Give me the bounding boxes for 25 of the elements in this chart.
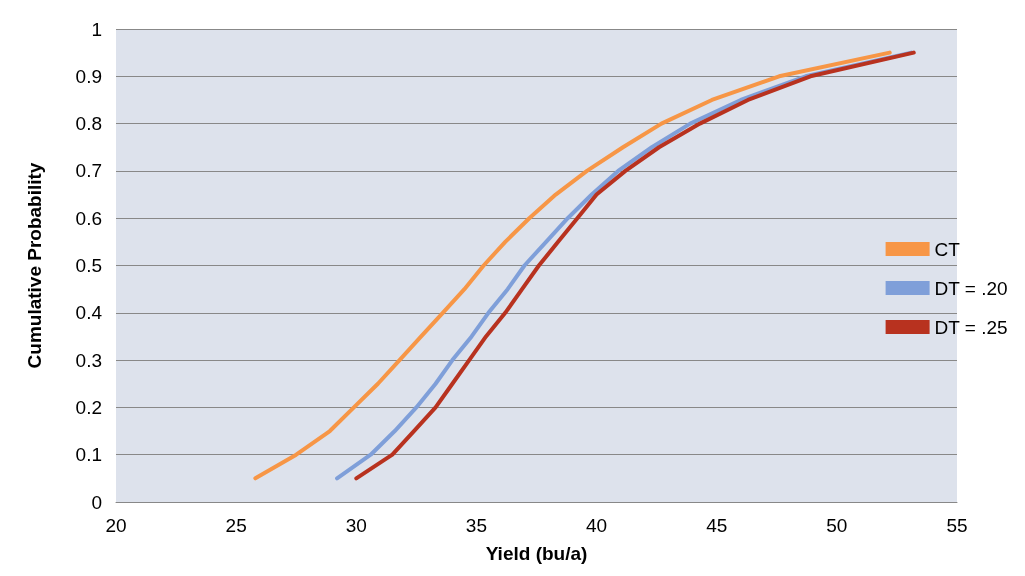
y-tick-label: 1	[91, 18, 102, 40]
legend-label: DT = .20	[934, 277, 1008, 299]
y-tick-label: 0.2	[75, 396, 102, 418]
y-tick-label: 0.7	[75, 160, 102, 182]
y-tick-label: 0.4	[75, 302, 103, 324]
x-tick-label: 50	[826, 515, 848, 536]
y-tick-label: 0.1	[75, 444, 102, 466]
y-tick-label: 0	[91, 491, 102, 513]
y-tick-label: 0.9	[75, 65, 102, 87]
line-series	[253, 50, 892, 481]
x-axis-title: Yield (bu/a)	[485, 543, 588, 564]
x-tick-label: 20	[105, 515, 127, 536]
y-tick-label: 0.6	[75, 207, 102, 229]
legend-label: DT = .25	[934, 316, 1008, 338]
y-tick-label: 0.5	[75, 255, 102, 276]
x-tick-label: 40	[586, 515, 608, 536]
x-tick-label: 35	[465, 515, 487, 536]
y-tick-label: 0.3	[75, 349, 102, 371]
x-tick-label: 45	[706, 515, 728, 536]
x-tick-label: 55	[946, 515, 968, 536]
x-tick-label: 30	[345, 515, 367, 536]
legend-label: CT	[934, 238, 961, 260]
x-tick-label: 25	[225, 515, 247, 536]
y-axis-title: Cumulative Probability	[24, 162, 45, 369]
y-tick-label: 0.8	[75, 113, 102, 135]
